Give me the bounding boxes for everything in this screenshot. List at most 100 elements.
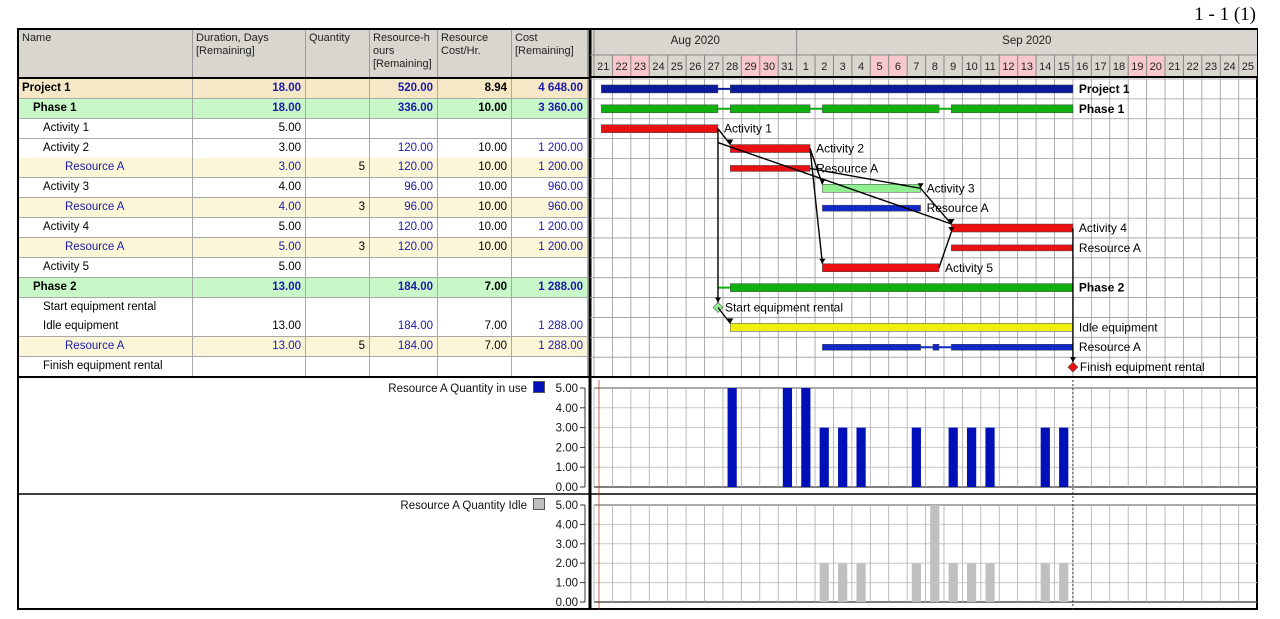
day-label: 6 [895, 61, 901, 73]
cell-duration: 4.00 [193, 198, 306, 219]
bar-label: Activity 5 [945, 261, 993, 275]
histogram-bar [1059, 427, 1069, 487]
cell-name: Activity 4 [19, 218, 193, 239]
gantt-bar [822, 343, 921, 351]
bar-label: Phase 1 [1079, 102, 1125, 116]
month-label: Aug 2020 [671, 35, 720, 47]
table-row[interactable]: Resource A 5.00 3 120.00 10.00 1 200.00 [19, 237, 588, 258]
cell-cost [512, 297, 588, 318]
table-row[interactable]: Project 1 18.00 520.00 8.94 4 648.00 [19, 79, 588, 99]
cell-quantity [306, 257, 370, 278]
y-tick-label: 3.00 [556, 423, 578, 435]
cell-quantity [306, 178, 370, 199]
day-label: 25 [1242, 61, 1254, 73]
table-row[interactable]: Activity 4 5.00 120.00 10.00 1 200.00 [19, 218, 588, 239]
dependency-link [809, 148, 824, 264]
day-label: 27 [708, 61, 720, 73]
column-header-name[interactable]: Name [19, 30, 193, 77]
cell-duration [193, 297, 306, 318]
cell-quantity [306, 277, 370, 298]
histogram-bar [911, 563, 921, 602]
arrowhead-icon [1069, 357, 1076, 363]
cell-name: Activity 2 [19, 138, 193, 159]
day-label: 23 [1205, 61, 1217, 73]
cell-res_cost: 7.00 [438, 317, 512, 338]
gantt-bar [951, 343, 1074, 351]
day-label: 28 [726, 61, 738, 73]
cell-quantity [306, 118, 370, 139]
dependency-link [717, 128, 731, 145]
header-divider [19, 77, 590, 79]
histogram-bar [948, 427, 958, 487]
table-row[interactable]: Activity 2 3.00 120.00 10.00 1 200.00 [19, 138, 588, 159]
arrowhead-icon [714, 297, 721, 303]
table-row[interactable]: Activity 1 5.00 [19, 118, 588, 139]
y-tick-label: 4.00 [556, 403, 578, 415]
table-row[interactable]: Idle equipment 13.00 184.00 7.00 1 288.00 [19, 317, 588, 338]
bar-label: Resource A [1079, 340, 1141, 354]
day-label: 16 [1076, 61, 1088, 73]
cell-duration: 5.00 [193, 118, 306, 139]
y-tick-label: 1.00 [556, 578, 578, 590]
day-label: 5 [876, 61, 882, 73]
cell-quantity [306, 317, 370, 338]
gantt-bar [822, 204, 921, 212]
dependency-link [938, 231, 953, 268]
cell-res_cost: 10.00 [438, 178, 512, 199]
cell-cost: 960.00 [512, 178, 588, 199]
day-label: 2 [821, 61, 827, 73]
table-row[interactable]: Resource A 3.00 5 120.00 10.00 1 200.00 [19, 158, 588, 179]
column-header-cost[interactable]: Cost [Remaining] [512, 30, 588, 77]
histogram-bar [1040, 563, 1050, 602]
day-label: 12 [1002, 61, 1014, 73]
cell-quantity [306, 297, 370, 318]
cell-quantity [306, 98, 370, 119]
cell-duration: 4.00 [193, 178, 306, 199]
table-row[interactable]: Activity 3 4.00 96.00 10.00 960.00 [19, 178, 588, 199]
cell-res_cost: 10.00 [438, 218, 512, 239]
day-label: 3 [840, 61, 846, 73]
cell-cost: 1 288.00 [512, 337, 588, 358]
table-row[interactable]: Resource A 13.00 5 184.00 7.00 1 288.00 [19, 337, 588, 358]
table-row[interactable]: Phase 1 18.00 336.00 10.00 3 360.00 [19, 98, 588, 119]
cell-res_cost: 8.94 [438, 79, 512, 99]
month-label: Sep 2020 [1002, 35, 1051, 47]
table-row[interactable]: Phase 2 13.00 184.00 7.00 1 288.00 [19, 277, 588, 298]
column-header-res_hours[interactable]: Resource-h ours [Remaining] [370, 30, 438, 77]
cell-quantity [306, 218, 370, 239]
cell-res_hours: 520.00 [370, 79, 438, 99]
histogram-legend: Resource A Quantity Idle [400, 498, 545, 512]
gantt-bar [951, 244, 1074, 252]
column-header-quantity[interactable]: Quantity [306, 30, 370, 77]
cell-quantity: 5 [306, 337, 370, 358]
cell-res_hours: 336.00 [370, 98, 438, 119]
cell-name: Project 1 [19, 79, 193, 99]
cell-res_hours: 120.00 [370, 237, 438, 258]
table-row[interactable]: Resource A 4.00 3 96.00 10.00 960.00 [19, 198, 588, 219]
day-label: 31 [781, 61, 793, 73]
bar-label: Activity 4 [1079, 221, 1127, 235]
cell-duration: 13.00 [193, 337, 306, 358]
table-row[interactable]: Start equipment rental [19, 297, 588, 318]
table-row[interactable]: Activity 5 5.00 [19, 257, 588, 278]
bar-label: Project 1 [1079, 82, 1130, 96]
cell-quantity: 5 [306, 158, 370, 179]
weekend-day-cell [759, 56, 779, 76]
cell-name: Resource A [19, 198, 193, 219]
column-header-res_cost[interactable]: Resource Cost/Hr. [438, 30, 512, 77]
bar-label: Phase 2 [1079, 281, 1125, 295]
cell-res_hours: 184.00 [370, 277, 438, 298]
cell-quantity [306, 138, 370, 159]
bar-label: Resource A [1079, 241, 1141, 255]
day-label: 20 [1150, 61, 1162, 73]
histogram-legend: Resource A Quantity in use [388, 381, 545, 395]
cell-res_cost: 10.00 [438, 198, 512, 219]
column-header-duration[interactable]: Duration, Days [Remaining] [193, 30, 306, 77]
day-label: 30 [763, 61, 775, 73]
bar-label: Idle equipment [1079, 320, 1158, 334]
cell-res_hours: 184.00 [370, 337, 438, 358]
report-frame [17, 28, 1258, 610]
cell-name: Resource A [19, 158, 193, 179]
histogram-bar [911, 427, 921, 487]
